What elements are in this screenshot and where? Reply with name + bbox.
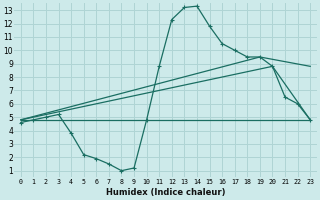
X-axis label: Humidex (Indice chaleur): Humidex (Indice chaleur) xyxy=(106,188,225,197)
